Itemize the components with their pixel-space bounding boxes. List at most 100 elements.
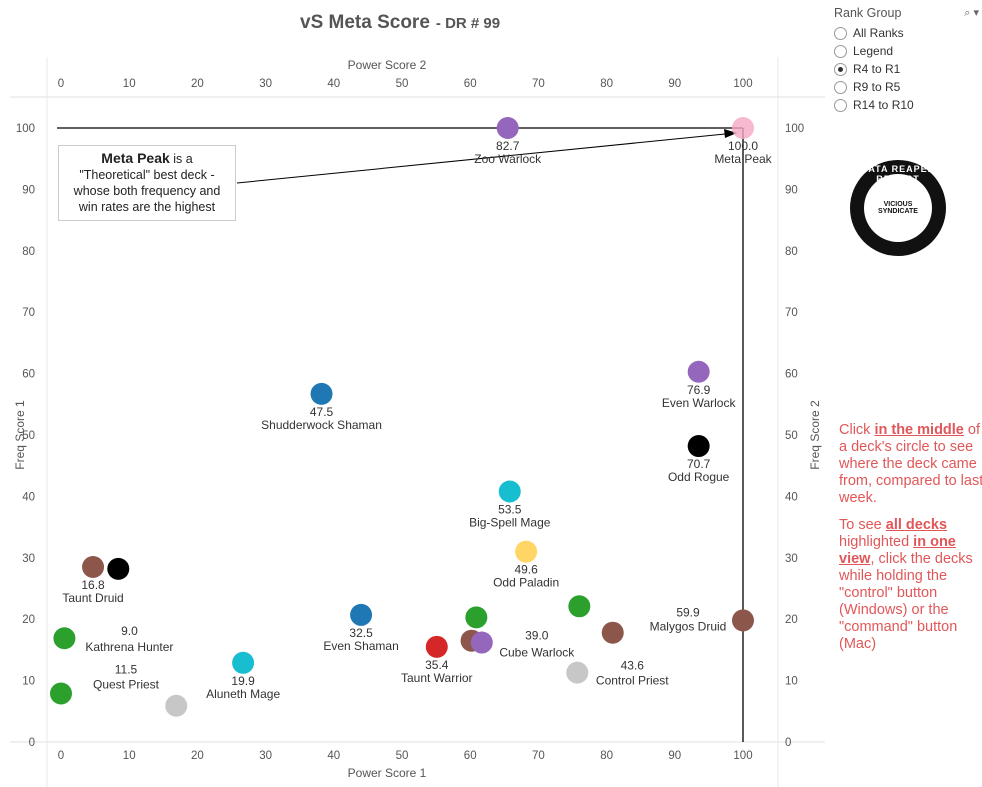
data-point[interactable] (568, 595, 591, 618)
y-tick-label-right: 40 (785, 491, 798, 503)
callout-text-1: is a (169, 152, 193, 166)
data-point[interactable] (465, 606, 488, 629)
gridlines (10, 57, 825, 787)
radio-icon[interactable] (834, 80, 847, 94)
point-score-label: 35.4 (425, 658, 449, 672)
point-score-label: 53.5 (498, 502, 522, 516)
x-tick-label-bottom: 60 (464, 750, 477, 762)
y-tick-label-right: 100 (785, 123, 804, 135)
x-tick-label-bottom: 80 (600, 750, 613, 762)
radio-icon[interactable] (834, 98, 847, 112)
help-emphasis: in one view (839, 534, 956, 567)
data-point[interactable] (310, 382, 333, 405)
x-tick-label-bottom: 10 (123, 750, 136, 762)
data-point[interactable] (496, 117, 519, 139)
point-score-label: 59.9 (676, 605, 700, 619)
y-tick-label-right: 90 (785, 184, 798, 196)
point-name-label: Odd Rogue (668, 470, 730, 484)
y-tick-label-right: 10 (785, 676, 798, 688)
data-point[interactable] (165, 694, 188, 717)
callout-text-4: win rates are the highest (78, 200, 216, 214)
point-score-label: 49.6 (514, 563, 538, 577)
rank-group-filter: Rank Group ⌕ ▾ All Ranks Legend R4 to R1… (834, 6, 979, 114)
data-point[interactable] (350, 603, 373, 626)
point-score-label: 47.5 (310, 405, 334, 419)
option-label: Legend (853, 44, 894, 58)
x-tick-label-top: 60 (464, 78, 477, 90)
y-axis-title-right: Freq Score 2 (808, 400, 822, 470)
y-tick-label-left: 60 (22, 369, 35, 381)
data-point[interactable] (498, 480, 521, 503)
data-point[interactable] (50, 682, 72, 705)
data-point[interactable] (687, 360, 710, 383)
point-name-label: Aluneth Mage (206, 687, 280, 701)
data-point[interactable] (687, 435, 710, 458)
y-tick-label-left: 50 (22, 430, 35, 442)
y-tick-label-right: 60 (785, 369, 798, 381)
data-point[interactable] (566, 661, 589, 684)
y-tick-label-right: 20 (785, 614, 798, 626)
title-text: vS Meta Score (300, 12, 430, 33)
y-tick-label-left: 100 (16, 123, 35, 135)
data-point[interactable] (470, 631, 493, 654)
data-reaper-report-logo: DATA REAPER REPORT VICIOUS SYNDICATE (850, 160, 946, 256)
radio-selected-icon[interactable] (834, 62, 847, 76)
y-tick-label-left: 10 (22, 676, 35, 688)
data-point[interactable] (82, 556, 105, 579)
point-score-label: 76.9 (687, 383, 711, 397)
point-name-label: Taunt Warrior (401, 671, 473, 685)
y-tick-label-left: 90 (22, 184, 35, 196)
radio-icon[interactable] (834, 26, 847, 40)
y-tick-label-right: 30 (785, 553, 798, 565)
help-text: highlighted (839, 534, 914, 550)
data-point[interactable] (601, 621, 624, 644)
axes: 0 0 10 10 20 20 30 30 40 40 50 50 60 60 70 70 80 80 90 90 10… (16, 78, 804, 762)
data-point[interactable] (107, 557, 130, 580)
radio-icon[interactable] (834, 44, 847, 58)
option-label: R9 to R5 (853, 80, 901, 94)
data-point[interactable] (732, 117, 754, 139)
filter-option-r9-r5[interactable]: R9 to R5 (834, 78, 979, 96)
point-name-label: Zoo Warlock (474, 152, 542, 166)
point-score-label: 9.0 (121, 624, 138, 638)
x-tick-label-bottom: 40 (327, 750, 340, 762)
point-name-label: Malygos Druid (650, 619, 727, 633)
help-instructions: Click in the middle of a deck's circle t… (839, 422, 982, 663)
y-tick-label-right: 50 (785, 430, 798, 442)
x-tick-label-top: 80 (600, 78, 613, 90)
filter-option-r14-r10[interactable]: R14 to R10 (834, 96, 979, 114)
subtitle-text: - DR # 99 (435, 15, 501, 32)
point-name-label: Shudderwock Shaman (261, 418, 382, 432)
x-tick-label-top: 20 (191, 78, 204, 90)
point-name-label: Even Shaman (323, 639, 398, 653)
x-tick-label-bottom: 50 (396, 750, 409, 762)
point-name-label: Kathrena Hunter (85, 640, 173, 654)
help-text: of a deck's circle to see where the deck… (839, 422, 982, 506)
y-tick-label-left: 30 (22, 553, 35, 565)
point-name-label: Cube Warlock (499, 646, 575, 660)
filter-option-legend[interactable]: Legend (834, 42, 979, 60)
reference-lines (57, 127, 744, 742)
data-point[interactable] (425, 635, 448, 658)
x-tick-label-top: 10 (123, 78, 136, 90)
data-point[interactable] (53, 627, 76, 650)
data-point[interactable] (232, 651, 255, 674)
y-tick-label-right: 0 (785, 737, 791, 749)
chart-title: vS Meta Score - DR # 99 (300, 12, 500, 34)
search-dropdown-icon[interactable]: ⌕ ▾ (964, 7, 979, 19)
x-tick-label-top: 90 (668, 78, 681, 90)
data-point[interactable] (515, 540, 538, 563)
help-paragraph-1: Click in the middle of a deck's circle t… (839, 422, 982, 507)
filter-option-all-ranks[interactable]: All Ranks (834, 24, 979, 42)
point-score-label: 43.6 (621, 659, 645, 673)
filter-option-r4-r1[interactable]: R4 to R1 (834, 60, 979, 78)
x-tick-label-top: 70 (532, 78, 545, 90)
y-tick-label-left: 0 (29, 737, 35, 749)
data-point[interactable] (732, 609, 754, 632)
point-name-label: Big-Spell Mage (469, 515, 551, 529)
x-axis-title-top: Power Score 2 (348, 58, 427, 72)
point-score-label: 19.9 (231, 674, 255, 688)
callout-text-2: "Theoretical" best deck - (79, 168, 215, 182)
